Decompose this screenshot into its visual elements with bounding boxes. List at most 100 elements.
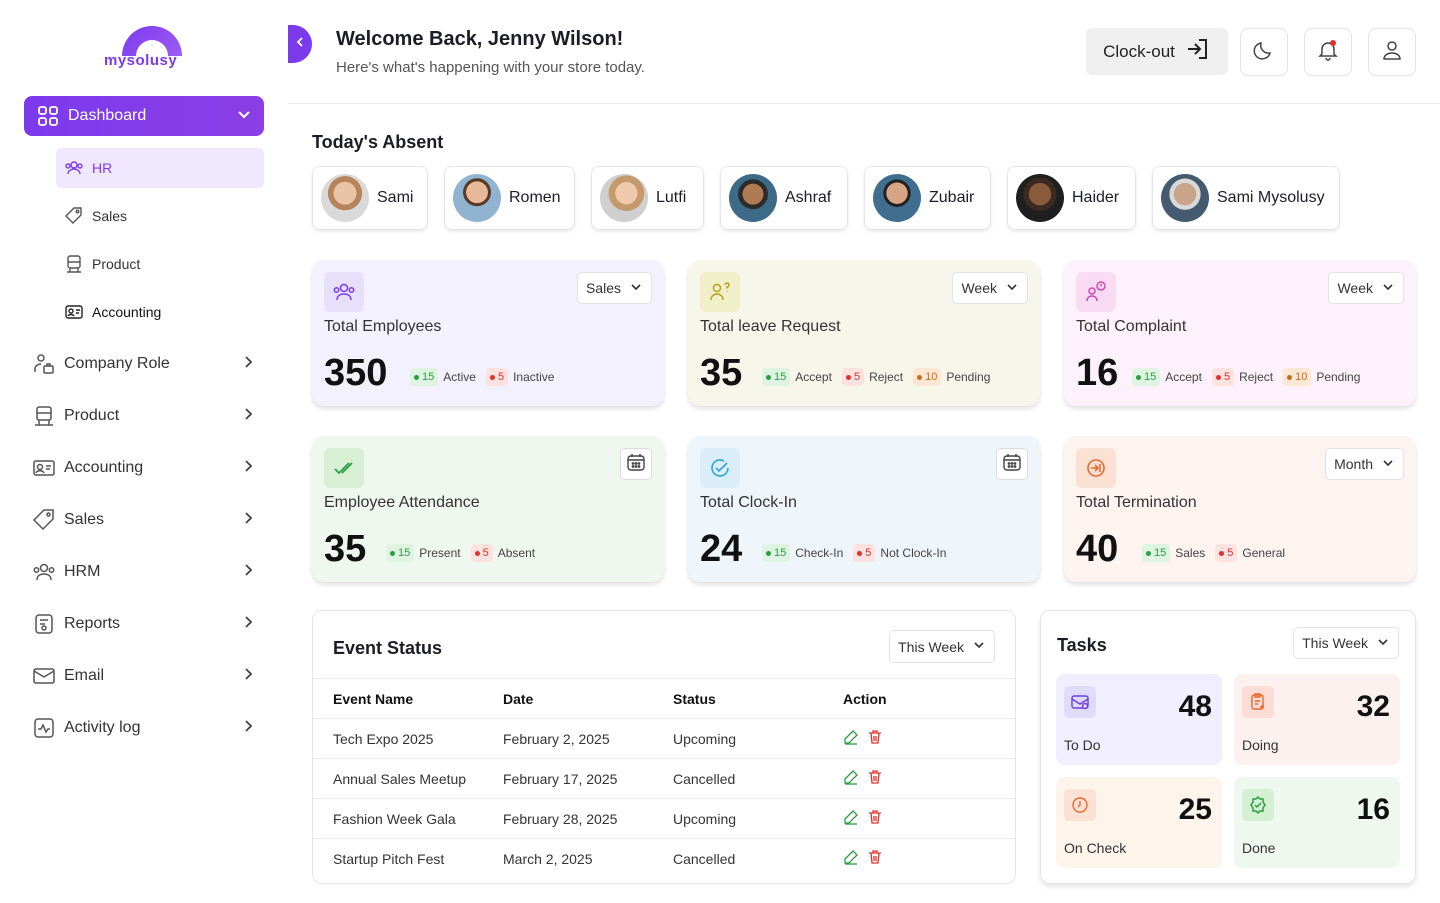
sidebar-item-company-role[interactable]: Company Role xyxy=(24,344,264,384)
theme-toggle-button[interactable] xyxy=(1240,28,1288,76)
row-actions xyxy=(843,729,883,748)
sidebar-subitem-accounting[interactable]: Accounting xyxy=(56,292,264,332)
absent-person[interactable]: Haider xyxy=(1007,166,1136,230)
sidebar-item-reports[interactable]: Reports xyxy=(24,604,264,644)
status-badge: 15 xyxy=(1132,368,1161,386)
clock-out-button[interactable]: Clock-out xyxy=(1086,28,1228,75)
task-todo[interactable]: 48 To Do xyxy=(1056,674,1222,765)
status-badge: 5 xyxy=(1215,544,1238,562)
chevron-down-icon xyxy=(1376,635,1390,652)
card-badges: 15 Sales 5 General xyxy=(1142,544,1295,562)
task-on-check[interactable]: 25 On Check xyxy=(1056,777,1222,868)
sidebar-item-label: Activity log xyxy=(64,719,141,736)
badge-label: Sales xyxy=(1175,546,1206,560)
card-badges: 15 Present 5 Absent xyxy=(386,544,545,562)
edit-icon[interactable] xyxy=(843,849,859,868)
badge-check-icon xyxy=(1242,789,1274,821)
event-name: Fashion Week Gala xyxy=(333,810,456,827)
card-filter-select[interactable]: Week xyxy=(1328,272,1404,304)
trash-icon[interactable] xyxy=(867,849,883,868)
sidebar-item-dashboard[interactable]: Dashboard xyxy=(24,96,264,136)
sidebar-subitem-sales[interactable]: Sales xyxy=(56,196,264,236)
edit-icon[interactable] xyxy=(843,809,859,828)
inbox-icon xyxy=(1064,686,1096,718)
collapse-sidebar-button[interactable] xyxy=(288,25,312,63)
sidebar-item-hrm[interactable]: HRM xyxy=(24,552,264,592)
absent-person[interactable]: Zubair xyxy=(864,166,991,230)
column-header: Status xyxy=(673,690,716,707)
users-icon xyxy=(32,560,56,584)
sidebar-subitem-hr[interactable]: HR xyxy=(56,148,264,188)
sidebar-subitem-product[interactable]: Product xyxy=(56,244,264,284)
absent-person[interactable]: Romen xyxy=(444,166,575,230)
card-filter-select[interactable]: Week xyxy=(952,272,1028,304)
event-name: Tech Expo 2025 xyxy=(333,730,434,747)
event-status: Cancelled xyxy=(673,850,736,867)
card-value: 16 xyxy=(1076,352,1119,394)
sidebar-item-email[interactable]: Email xyxy=(24,656,264,696)
event-filter-select[interactable]: This Week xyxy=(889,630,995,663)
total-clock-in-card: Total Clock-In 24 15 Check-In 5 Not Clock-… xyxy=(688,436,1040,582)
event-name: Startup Pitch Fest xyxy=(333,850,445,867)
absent-person[interactable]: Sami Mysolusy xyxy=(1152,166,1340,230)
avatar xyxy=(600,174,648,222)
edit-icon[interactable] xyxy=(843,769,859,788)
sidebar-item-product[interactable]: Product xyxy=(24,396,264,436)
badge-label: Accept xyxy=(795,370,832,384)
complaint-icon xyxy=(1076,272,1116,312)
table-row: Tech Expo 2025 February 2, 2025 Upcoming xyxy=(313,718,1015,758)
absent-person[interactable]: Ashraf xyxy=(720,166,848,230)
event-status: Cancelled xyxy=(673,770,736,787)
card-filter-select[interactable]: Month xyxy=(1325,448,1404,480)
absent-person[interactable]: Lutfi xyxy=(591,166,704,230)
calendar-button[interactable] xyxy=(996,448,1028,480)
sidebar-item-activity-log[interactable]: Activity log xyxy=(24,708,264,748)
table-row: Fashion Week Gala February 28, 2025 Upco… xyxy=(313,798,1015,838)
product-icon xyxy=(32,404,56,428)
badge-label: Not Clock-In xyxy=(880,546,947,560)
column-header: Date xyxy=(503,690,534,707)
badge-label: Pending xyxy=(946,370,991,384)
person-name: Sami Mysolusy xyxy=(1217,189,1325,206)
person-name: Ashraf xyxy=(785,189,832,206)
task-count: 25 xyxy=(1178,793,1212,826)
chevron-right-icon xyxy=(240,562,256,583)
select-value: Sales xyxy=(585,280,621,296)
person-name: Haider xyxy=(1072,189,1120,206)
edit-icon[interactable] xyxy=(843,729,859,748)
profile-button[interactable] xyxy=(1368,28,1416,76)
chevron-down-icon xyxy=(1381,456,1395,473)
brand-logo[interactable]: mysolusy xyxy=(100,24,190,74)
sidebar-item-sales[interactable]: Sales xyxy=(24,500,264,540)
absent-person[interactable]: Sami xyxy=(312,166,428,230)
trash-icon[interactable] xyxy=(867,769,883,788)
badge-label: Inactive xyxy=(513,370,555,384)
sidebar-item-accounting[interactable]: Accounting xyxy=(24,448,264,488)
moon-icon xyxy=(1253,39,1275,66)
person-name: Sami xyxy=(377,189,414,206)
badge-label: Active xyxy=(443,370,476,384)
chevron-down-icon xyxy=(1005,280,1019,297)
grid-icon xyxy=(36,104,60,128)
task-label: Done xyxy=(1242,840,1276,856)
tasks-filter-select[interactable]: This Week xyxy=(1293,627,1399,659)
activity-icon xyxy=(32,716,56,740)
task-done[interactable]: 16 Done xyxy=(1234,777,1400,868)
user-question-icon xyxy=(700,272,740,312)
row-actions xyxy=(843,849,883,868)
card-filter-select[interactable]: Sales xyxy=(576,272,652,304)
task-doing[interactable]: 32 Doing xyxy=(1234,674,1400,765)
table-row: Startup Pitch Fest March 2, 2025 Cancell… xyxy=(313,838,1015,878)
event-date: February 2, 2025 xyxy=(503,730,610,747)
absent-section-title: Today's Absent xyxy=(312,132,444,152)
termination-icon xyxy=(1076,448,1116,488)
notification-button[interactable] xyxy=(1304,28,1352,76)
trash-icon[interactable] xyxy=(867,729,883,748)
chevron-right-icon xyxy=(240,458,256,479)
total-leave-request-card: Week Total leave Request 35 15 Accept 5 Re… xyxy=(688,260,1040,406)
id-card-icon xyxy=(64,302,84,322)
sidebar-item-label: Reports xyxy=(64,615,121,632)
trash-icon[interactable] xyxy=(867,809,883,828)
calendar-button[interactable] xyxy=(620,448,652,480)
person-name: Lutfi xyxy=(656,189,687,206)
